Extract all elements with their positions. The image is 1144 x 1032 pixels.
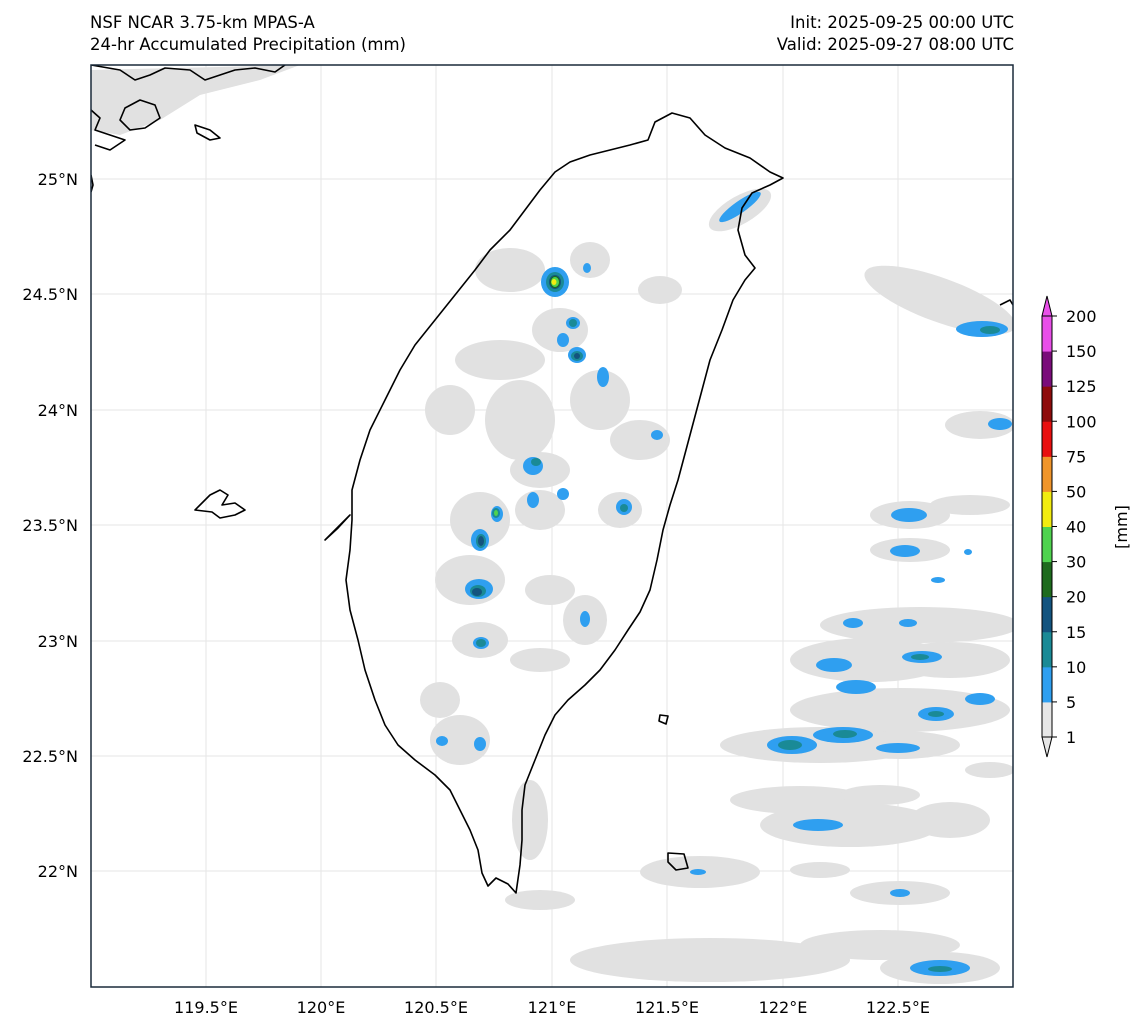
lat-labels: 25°N 24.5°N 24°N 23.5°N 23°N 22.5°N 22°N [22, 170, 78, 881]
lat-label: 24.5°N [22, 285, 78, 304]
colorbar-segment [1042, 421, 1052, 457]
colorbar-tick-label: 10 [1066, 658, 1086, 677]
small-island-2 [667, 852, 689, 871]
colorbar-label: [mm] [1112, 505, 1131, 549]
small-island-3 [324, 514, 351, 541]
colorbar-segment [1042, 386, 1052, 422]
small-island-1 [658, 714, 669, 725]
lat-label: 24°N [38, 401, 78, 420]
lon-label: 119.5°E [174, 998, 238, 1017]
small-green-core [494, 510, 498, 516]
lon-label: 120.5°E [404, 998, 468, 1017]
field-name: 24-hr Accumulated Precipitation (mm) [90, 35, 406, 54]
colorbar-segment [1042, 596, 1052, 633]
map-times: Init: 2025-09-25 00:00 UTC Valid: 2025-0… [777, 12, 1014, 56]
lat-label: 22°N [38, 862, 78, 881]
colorbar-tick-label: 15 [1066, 623, 1086, 642]
lat-label: 22.5°N [22, 747, 78, 766]
lon-label: 122°E [759, 998, 808, 1017]
colorbar-segment [1042, 316, 1052, 352]
colorbar-segment [1042, 526, 1052, 563]
lon-label: 121°E [528, 998, 577, 1017]
lat-label: 25°N [38, 170, 78, 189]
colorbar-tick-label: 75 [1066, 447, 1086, 466]
lon-labels: 119.5°E 120°E 120.5°E 121°E 121.5°E 122°… [174, 998, 930, 1017]
map-layers [91, 65, 1013, 987]
colorbar-segments [1042, 316, 1052, 738]
lon-label: 121.5°E [635, 998, 699, 1017]
colorbar-tick-label: 200 [1066, 307, 1097, 326]
yellow-core [551, 279, 557, 285]
colorbar-segment [1042, 351, 1052, 387]
model-name: NSF NCAR 3.75-km MPAS-A [90, 13, 315, 32]
yonaguni [999, 299, 1013, 306]
colorbar-tick-label: 5 [1066, 693, 1076, 712]
colorbar-segment [1042, 491, 1052, 527]
penghu-islands [194, 489, 246, 519]
colorbar-segment [1042, 701, 1052, 738]
map-title: NSF NCAR 3.75-km MPAS-A 24-hr Accumulate… [90, 12, 406, 56]
colorbar-segment [1042, 631, 1052, 668]
colorbar-tick-label: 50 [1066, 482, 1086, 501]
colorbar-tick-label: 1 [1066, 728, 1076, 747]
lon-label: 120°E [297, 998, 346, 1017]
colorbar-tick-label: 150 [1066, 342, 1097, 361]
colorbar-tick-label: 125 [1066, 377, 1097, 396]
taiwan-coastline [345, 112, 784, 894]
light-precip [436, 191, 1012, 976]
lat-label: 23.5°N [22, 516, 78, 535]
moderate-precip [470, 272, 1000, 972]
map-frame [90, 64, 1014, 988]
colorbar-tick-label: 100 [1066, 412, 1097, 431]
lon-label: 122.5°E [866, 998, 930, 1017]
colorbar-min-arrow [1041, 736, 1053, 758]
gridlines [91, 65, 1013, 987]
colorbar-tick-label: 20 [1066, 588, 1086, 607]
colorbar-segment [1042, 456, 1052, 492]
colorbar-segment [1042, 666, 1052, 703]
lat-label: 23°N [38, 632, 78, 651]
colorbar-segment [1042, 561, 1052, 598]
colorbar-max-arrow [1041, 295, 1053, 317]
china-coast [91, 65, 286, 193]
colorbar-tick-label: 30 [1066, 553, 1086, 572]
coastlines [91, 65, 1013, 894]
valid-time: Valid: 2025-09-27 08:00 UTC [776, 35, 1014, 54]
colorbar-tick-label: 40 [1066, 518, 1086, 537]
init-time: Init: 2025-09-25 00:00 UTC [790, 13, 1014, 32]
